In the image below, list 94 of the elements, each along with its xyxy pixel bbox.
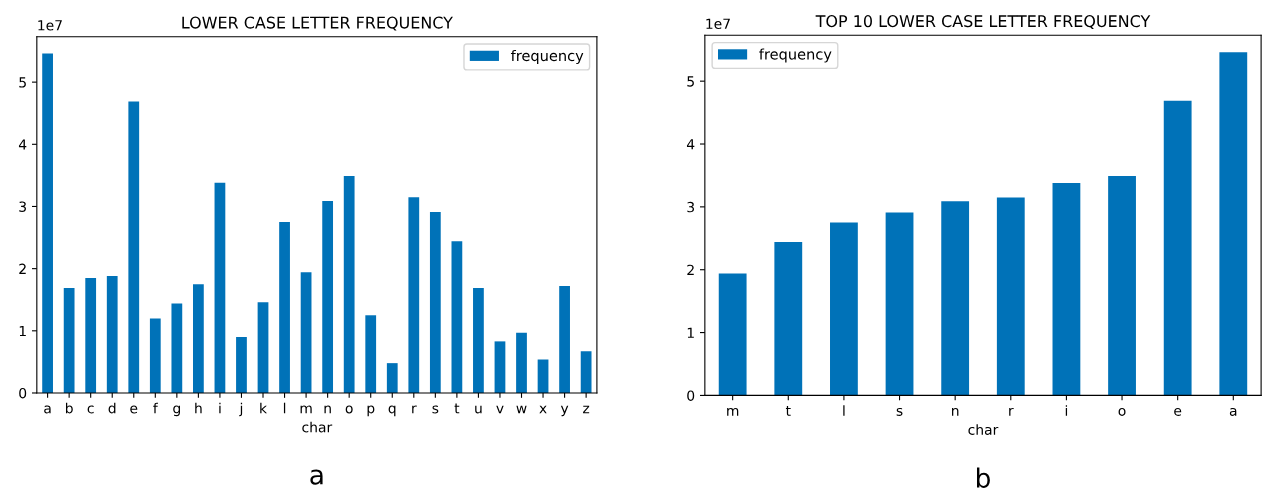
bar <box>473 287 484 393</box>
bar <box>580 351 592 393</box>
bar <box>257 302 269 393</box>
bar <box>429 212 441 393</box>
bar <box>42 53 53 393</box>
x-axis-title: char <box>968 424 999 435</box>
x-tick-label: p <box>367 405 375 417</box>
y-tick-label: 5 <box>19 77 26 88</box>
x-tick-label: r <box>1009 407 1014 416</box>
x-tick-label: z <box>583 405 590 414</box>
x-tick-label: a <box>1229 407 1237 416</box>
y-tick-label: 4 <box>18 139 27 150</box>
bar <box>941 201 970 396</box>
bar <box>236 337 247 393</box>
y-tick-label: 1 <box>687 327 694 338</box>
x-tick-label: k <box>260 402 267 414</box>
bar <box>537 359 549 393</box>
x-tick-label: s <box>896 407 903 416</box>
legend-label: frequency <box>759 48 832 63</box>
bar <box>1219 52 1248 396</box>
y-tick-label: 2 <box>19 263 26 274</box>
x-tick-label: e <box>1174 407 1182 416</box>
bar <box>1052 182 1081 396</box>
y-tick-label: 4 <box>686 139 695 150</box>
x-tick-label: s <box>432 405 439 414</box>
y-tick-label: 1 <box>19 325 26 337</box>
bar <box>451 241 463 393</box>
x-tick-label: t <box>454 403 460 414</box>
bar <box>885 212 914 396</box>
x-tick-label: g <box>173 405 180 417</box>
x-tick-label: a <box>44 405 51 414</box>
bar <box>300 272 312 393</box>
chart-title: TOP 10 LOWER CASE LETTER FREQUENCY <box>815 15 1151 30</box>
bar <box>386 363 398 393</box>
x-axis-title: char <box>302 421 333 433</box>
x-tick-label: d <box>108 402 116 414</box>
bar <box>494 341 506 393</box>
bar <box>718 273 747 396</box>
bar <box>774 242 803 396</box>
x-tick-label: x <box>539 405 547 414</box>
bar <box>128 101 140 393</box>
bar <box>149 318 161 393</box>
bar <box>279 222 290 393</box>
x-tick-label: f <box>153 402 159 414</box>
bar <box>516 332 527 393</box>
x-tick-label: q <box>388 405 396 417</box>
bar <box>343 176 355 393</box>
text: a <box>310 469 323 485</box>
x-tick-label: u <box>475 405 482 414</box>
chart-title: LOWER CASE LETTER FREQUENCY <box>182 16 453 31</box>
bar <box>322 200 334 393</box>
x-tick-label: e <box>130 405 138 414</box>
bar <box>996 197 1025 396</box>
y-tick-label: 3 <box>687 201 695 213</box>
y-tick-label: 3 <box>19 201 26 212</box>
legend-label: frequency <box>510 49 584 64</box>
y-tick-label: 0 <box>19 387 27 399</box>
bar <box>408 197 420 393</box>
y-tick-label: 5 <box>687 76 694 87</box>
x-tick-label: b <box>65 402 73 414</box>
x-tick-label: n <box>952 407 959 416</box>
x-tick-label: l <box>843 405 845 416</box>
bar <box>559 286 570 393</box>
bar <box>171 303 183 393</box>
x-tick-label: n <box>324 405 331 414</box>
x-tick-label: v <box>496 405 504 414</box>
x-tick-label: y <box>560 405 569 417</box>
x-tick-label: o <box>1118 407 1126 416</box>
bar <box>85 277 97 393</box>
bar <box>1163 100 1192 396</box>
y-tick-label: 0 <box>687 390 695 401</box>
x-tick-label: o <box>345 405 353 414</box>
x-tick-label: r <box>412 405 417 414</box>
bar <box>63 287 75 393</box>
x-tick-label: t <box>785 405 791 416</box>
x-tick-label: w <box>516 405 527 414</box>
y-tick-label: 2 <box>687 264 694 275</box>
x-tick-label: j <box>239 402 243 417</box>
bar <box>365 315 377 393</box>
bar <box>830 222 858 396</box>
text: 1e7 <box>706 18 730 29</box>
x-tick-label: i <box>219 402 221 414</box>
x-tick-label: c <box>87 405 94 414</box>
text: 1e7 <box>38 20 62 31</box>
x-tick-label: i <box>1065 405 1068 416</box>
text: b <box>977 467 990 488</box>
bar <box>193 284 204 393</box>
bar <box>214 182 226 393</box>
x-tick-label: l <box>283 402 286 414</box>
bar <box>1108 176 1136 396</box>
x-tick-label: m <box>727 407 739 416</box>
bar <box>106 276 118 393</box>
x-tick-label: m <box>300 405 312 414</box>
x-tick-label: h <box>195 402 202 414</box>
